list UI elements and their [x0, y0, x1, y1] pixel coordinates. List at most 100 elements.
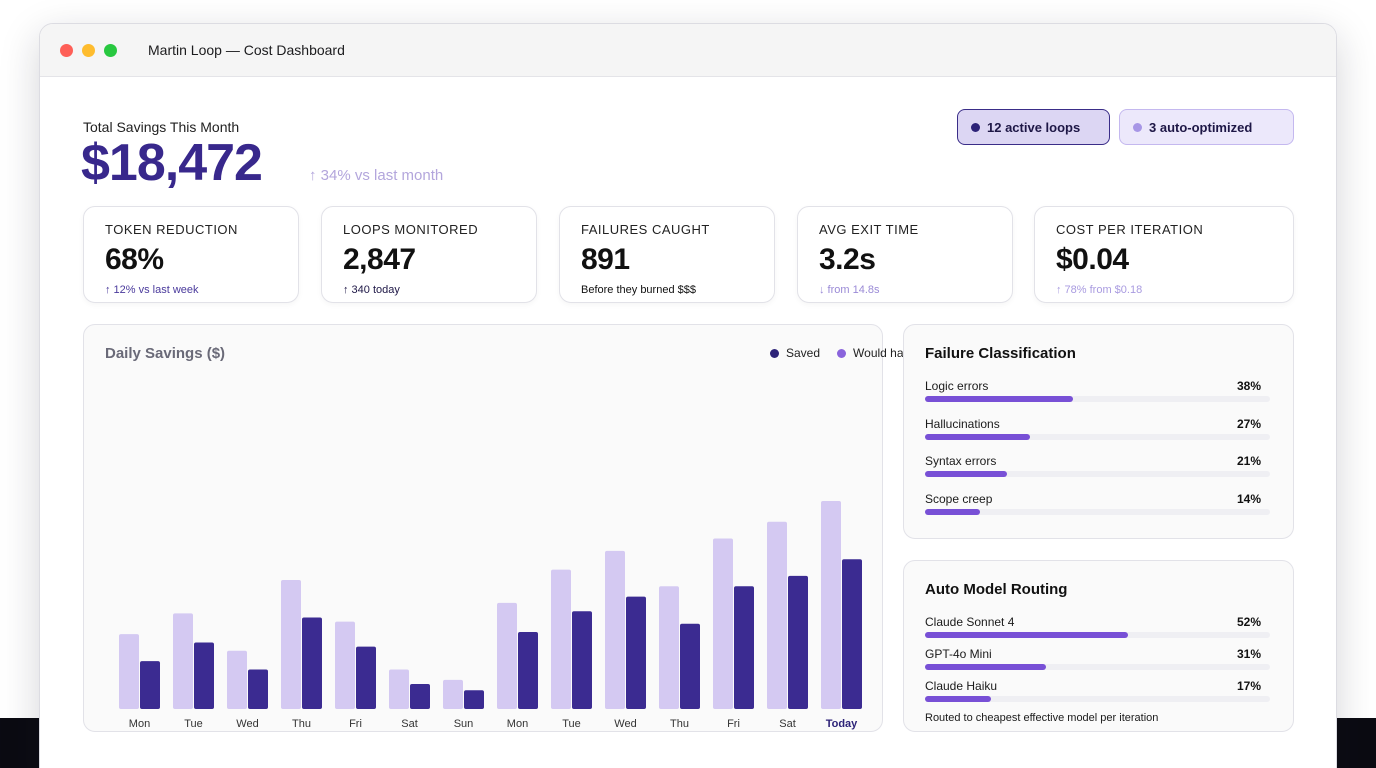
row-label: Logic errors [925, 379, 989, 393]
kpi-card-failures-caught: FAILURES CAUGHT 891 Before they burned $… [559, 206, 775, 303]
progress-track [925, 632, 1270, 638]
failure-row-syntax-errors: Syntax errors 21% [925, 454, 1270, 477]
bar-saved-10 [680, 623, 700, 709]
total-savings-label: Total Savings This Month [83, 119, 240, 135]
panel-title: Failure Classification [925, 345, 1076, 362]
progress-fill [925, 664, 1046, 670]
status-dot-icon [971, 122, 980, 132]
row-label: Syntax errors [925, 454, 997, 468]
x-tick-label: Fri [727, 718, 740, 730]
progress-track [925, 396, 1270, 402]
auto-optimized-pill[interactable]: 3 auto-optimized [1119, 109, 1294, 145]
x-tick-label: Fri [349, 718, 362, 730]
row-percent: 21% [1236, 454, 1261, 468]
x-tick-label: Tue [562, 718, 581, 730]
bar-saved-2 [248, 669, 268, 709]
kpi-value: 68% [105, 243, 164, 276]
x-tick-label: Today [826, 718, 858, 730]
minimize-window-button[interactable] [82, 43, 95, 57]
active-loops-pill[interactable]: 12 active loops [957, 109, 1110, 145]
row-label: Claude Sonnet 4 [925, 615, 1015, 629]
kpi-card-loops-monitored: LOOPS MONITORED 2,847 ↑ 340 today [321, 206, 537, 303]
progress-track [925, 696, 1270, 702]
row-label: Claude Haiku [925, 679, 998, 693]
bar-saved-0 [140, 661, 160, 709]
kpi-label: TOKEN REDUCTION [105, 222, 238, 237]
bar-would-have-2 [227, 650, 247, 709]
row-percent: 14% [1236, 492, 1261, 506]
bar-would-have-10 [659, 586, 679, 709]
bar-saved-7 [518, 632, 538, 709]
bar-would-have-7 [497, 602, 517, 709]
failure-row-scope-creep: Scope creep 14% [925, 492, 1270, 515]
kpi-card-cost-per-iteration: COST PER ITERATION $0.04 ↑ 78% from $0.1… [1034, 206, 1294, 303]
row-label: GPT-4o Mini [925, 647, 992, 661]
kpi-card-token-reduction: TOKEN REDUCTION 68% ↑ 12% vs last week [83, 206, 299, 303]
maximize-window-button[interactable] [104, 43, 117, 57]
routing-row-gpt-4o-mini: GPT-4o Mini 31% [925, 647, 1270, 670]
status-dot-icon [1133, 122, 1142, 132]
progress-fill [925, 471, 1007, 477]
auto-optimized-label: 3 auto-optimized [1149, 119, 1253, 135]
progress-track [925, 434, 1270, 440]
bar-would-have-1 [173, 613, 193, 709]
app-window: Martin Loop — Cost Dashboard Total Savin… [39, 23, 1337, 768]
bar-would-have-8 [551, 569, 571, 709]
bar-would-have-0 [119, 634, 139, 709]
bar-would-have-3 [281, 580, 301, 709]
bar-would-have-12 [767, 521, 787, 709]
kpi-card-avg-exit-time: AVG EXIT TIME 3.2s ↓ from 14.8s [797, 206, 1013, 303]
dashboard-content: Total Savings This Month $18,472 ↑ 34% v… [40, 77, 1336, 768]
window-title: Martin Loop — Cost Dashboard [148, 42, 345, 58]
progress-track [925, 509, 1270, 515]
kpi-label: LOOPS MONITORED [343, 222, 479, 237]
kpi-label: AVG EXIT TIME [819, 222, 919, 237]
daily-savings-chart: Mon Tue Wed Thu Fri Sat Sun Mon Tue Wed Thu Fri Sat T… [119, 501, 862, 730]
legend-label: Would have [853, 346, 917, 360]
chart-title: Daily Savings ($) [105, 345, 226, 362]
bar-saved-1 [194, 642, 214, 709]
failure-classification-panel: Failure Classification Logic errors 38% … [903, 324, 1294, 539]
kpi-value: 2,847 [343, 243, 416, 276]
x-tick-label: Tue [184, 718, 203, 730]
x-tick-label: Sat [401, 718, 418, 730]
kpi-sub: ↑ 12% vs last week [105, 284, 199, 296]
x-tick-label: Thu [670, 718, 689, 730]
bar-would-have-13 [821, 501, 841, 709]
x-tick-label: Wed [236, 718, 258, 730]
row-percent: 27% [1236, 417, 1261, 431]
legend-item-saved: Saved [770, 346, 820, 360]
legend-item-would-have: Would have [837, 346, 916, 360]
chart-legend: Saved Would have [770, 346, 933, 360]
kpi-sub: Before they burned $$$ [581, 284, 696, 296]
bar-would-have-4 [335, 621, 355, 709]
bar-would-have-6 [443, 679, 463, 709]
close-window-button[interactable] [60, 43, 73, 57]
bar-would-have-11 [713, 538, 733, 709]
row-percent: 31% [1236, 647, 1261, 661]
kpi-label: FAILURES CAUGHT [581, 222, 710, 237]
progress-fill [925, 509, 980, 515]
row-label: Hallucinations [925, 417, 1000, 431]
daily-savings-panel: Mon Tue Wed Thu Fri Sat Sun Mon Tue Wed Thu Fri Sat T… [83, 324, 916, 732]
progress-fill [925, 696, 992, 702]
bar-saved-8 [572, 611, 592, 709]
bar-saved-9 [626, 596, 646, 709]
routing-row-claude-sonnet: Claude Sonnet 4 52% [925, 615, 1270, 638]
progress-track [925, 471, 1270, 477]
kpi-value: 891 [581, 243, 630, 276]
total-savings-trend: ↑ 34% vs last month [309, 167, 444, 184]
bar-saved-12 [788, 575, 808, 709]
kpi-sub: ↑ 78% from $0.18 [1056, 284, 1143, 296]
x-tick-label: Sun [454, 718, 474, 730]
failure-row-logic-errors: Logic errors 38% [925, 379, 1270, 402]
progress-fill [925, 632, 1128, 638]
total-savings-value: $18,472 [81, 134, 263, 192]
progress-fill [925, 434, 1031, 440]
x-tick-label: Mon [507, 718, 528, 730]
routing-row-claude-haiku: Claude Haiku 17% [925, 679, 1270, 702]
bar-would-have-5 [389, 669, 409, 709]
active-loops-label: 12 active loops [987, 119, 1081, 135]
progress-track [925, 664, 1270, 670]
auto-model-routing-panel: Auto Model Routing Claude Sonnet 4 52% G… [903, 560, 1294, 732]
